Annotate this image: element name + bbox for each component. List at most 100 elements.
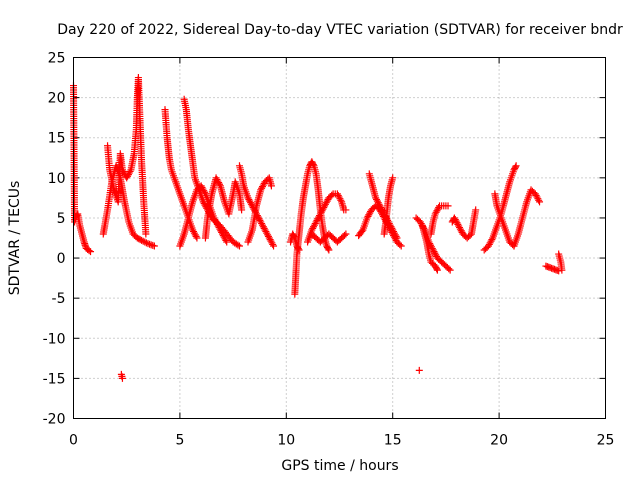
data-point-arc-9: [258, 220, 266, 228]
data-point-arc-11: [290, 233, 298, 241]
data-point-arc-20: [433, 266, 441, 274]
y-axis-ticks: -20 -15 -10 -5 0 5 10 15 20 25: [43, 51, 606, 428]
data-point-arc-22: [456, 224, 464, 232]
y-tick-label: -15: [43, 371, 66, 387]
data-point-arc-13: [319, 205, 327, 213]
x-tick-label: 25: [597, 433, 615, 449]
data-point-arc-10: [267, 182, 275, 190]
data-point-arc-9: [245, 195, 253, 203]
data-point-arc-5: [191, 231, 199, 239]
data-point-arc-2: [142, 239, 150, 247]
data-point-arc-5: [189, 226, 197, 234]
data-point-arc-23: [487, 237, 495, 245]
data-point-arc-18: [432, 251, 440, 259]
data-point-arc-9: [265, 234, 273, 242]
y-tick-label: 20: [48, 91, 66, 107]
data-point-arc-8: [214, 177, 222, 185]
data-point-arc-18: [431, 249, 439, 257]
y-tick-label: 25: [48, 51, 66, 67]
data-point-arc-1: [87, 248, 95, 256]
data-point-arc-22: [457, 227, 465, 235]
data-point-arc-9: [257, 218, 265, 226]
data-point-arc-16: [376, 202, 384, 210]
data-point-arc-16: [378, 207, 386, 215]
data-point-arc-23: [488, 236, 496, 244]
data-point-arc-23: [485, 240, 493, 248]
data-point-arc-9: [262, 228, 270, 236]
data-point-arc-13: [337, 196, 345, 204]
data-point-arc-13: [321, 200, 329, 208]
data-point-arc-16: [388, 224, 396, 232]
data-point-arc-9: [270, 242, 278, 250]
data-point-arc-13: [323, 197, 331, 205]
data-point-arc-16: [389, 226, 397, 234]
data-point-arc-9: [259, 223, 267, 231]
data-point-arc-14: [342, 230, 350, 238]
data-point-arc-13: [328, 191, 336, 199]
data-point-arc-3: [124, 172, 132, 180]
data-point-arc-10: [257, 186, 265, 194]
data-point-arc-9: [269, 240, 277, 248]
data-point-arc-13: [320, 204, 328, 212]
data-point-arc-19: [434, 205, 442, 213]
data-point-arc-13: [311, 220, 319, 228]
data-point-arc-16: [393, 234, 401, 242]
x-axis-ticks: 0 5 10 15 20 25: [69, 57, 615, 449]
data-point-arc-13: [317, 208, 325, 216]
x-tick-label: 5: [175, 433, 184, 449]
data-point-arc-20: [433, 265, 441, 273]
data-point-arc-3: [142, 230, 150, 238]
data-point-arc-7: [202, 203, 210, 211]
data-point-arc-25: [535, 196, 543, 204]
x-axis-label: GPS time / hours: [281, 458, 398, 474]
data-point-arc-10: [259, 181, 267, 189]
data-point-arc-2: [138, 236, 146, 244]
data-point-arc-6: [200, 187, 208, 195]
data-point-arc-16: [372, 194, 380, 202]
y-tick-label: 15: [48, 131, 66, 147]
y-tick-label: -20: [43, 412, 66, 428]
data-points: [70, 74, 566, 382]
data-point-arc-2: [139, 237, 147, 245]
y-tick-label: -10: [43, 331, 66, 347]
data-point-arc-19: [433, 207, 441, 215]
data-point-arc-7: [200, 200, 208, 208]
data-point-arc-15: [365, 211, 373, 219]
data-point-arc-3: [119, 167, 127, 175]
data-point-arc-16: [387, 223, 395, 231]
data-point-arc-2: [149, 241, 157, 249]
data-point-arc-21: [415, 366, 423, 374]
data-point-arc-3: [124, 171, 132, 179]
data-point-arc-8: [238, 206, 246, 214]
data-point-arc-5: [193, 234, 201, 242]
data-point-arc-13: [316, 210, 324, 218]
data-point-arc-12: [325, 246, 333, 254]
data-point-arc-18: [446, 266, 454, 274]
data-point-arc-3: [125, 169, 133, 177]
data-point-arc-15: [363, 214, 371, 222]
data-point-arc-13: [342, 206, 350, 214]
data-point-arc-2: [144, 240, 152, 248]
plot-frame: [73, 57, 606, 419]
data-point-arc-16: [373, 197, 381, 205]
data-point-arc-22: [454, 220, 462, 228]
data-point-arc-22: [455, 222, 463, 230]
data-point-arc-13: [335, 193, 343, 201]
data-point-arc-13: [314, 215, 322, 223]
data-point-arc-5: [190, 228, 198, 236]
data-point-arc-9: [244, 194, 252, 202]
data-point-arc-13: [318, 207, 326, 215]
data-point-arc-19: [431, 210, 439, 218]
data-point-arc-15: [396, 241, 404, 249]
data-point-arc-13: [322, 199, 330, 207]
data-point-arc-17: [389, 174, 397, 182]
data-point-arc-19: [432, 208, 440, 216]
data-point-arc-9: [261, 226, 269, 234]
data-point-arc-25: [531, 190, 539, 198]
data-point-arc-9: [254, 213, 262, 221]
data-point-arc-13: [321, 202, 329, 210]
data-point-arc-23: [511, 163, 519, 171]
data-point-arc-23: [512, 162, 520, 170]
data-point-arc-7: [234, 241, 242, 249]
